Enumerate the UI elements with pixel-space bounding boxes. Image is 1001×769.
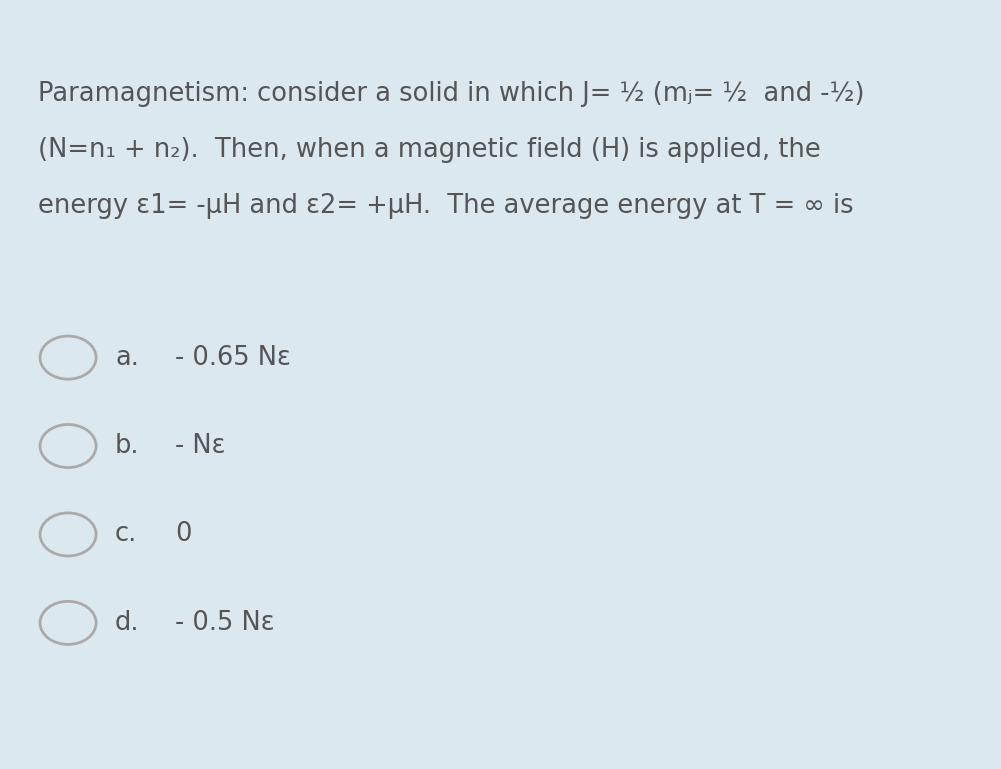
Text: - 0.65 Nε: - 0.65 Nε — [175, 345, 291, 371]
Text: c.: c. — [115, 521, 137, 548]
Text: - Nε: - Nε — [175, 433, 225, 459]
Text: Paramagnetism: consider a solid in which J= ½ (mⱼ= ½  and -½): Paramagnetism: consider a solid in which… — [38, 81, 865, 107]
Text: - 0.5 Nε: - 0.5 Nε — [175, 610, 275, 636]
Text: 0: 0 — [175, 521, 191, 548]
Text: energy ε1= -μH and ε2= +μH.  The average energy at T = ∞ is: energy ε1= -μH and ε2= +μH. The average … — [38, 193, 854, 219]
Text: a.: a. — [115, 345, 139, 371]
Text: d.: d. — [115, 610, 139, 636]
Text: b.: b. — [115, 433, 139, 459]
Text: (N=n₁ + n₂).  Then, when a magnetic field (H) is applied, the: (N=n₁ + n₂). Then, when a magnetic field… — [38, 137, 821, 163]
